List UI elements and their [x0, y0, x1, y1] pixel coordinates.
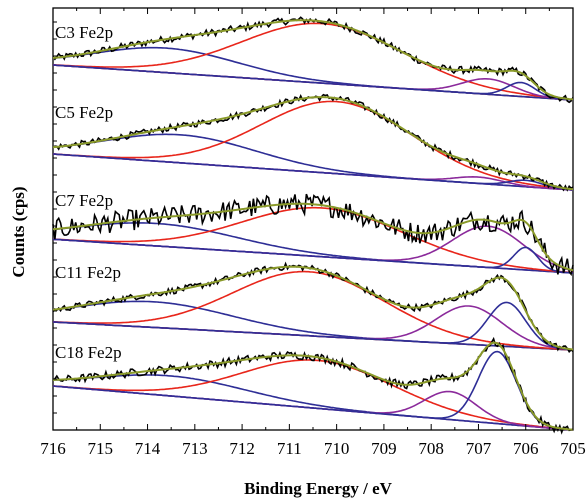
raw-data-line — [52, 336, 574, 435]
x-axis: 716 715 714 713 712 711 710 709 708 707 706 705 — [40, 8, 586, 458]
main_peak-component — [52, 100, 574, 191]
panel-label: C18 Fe2p — [55, 343, 122, 362]
x-tick-label: 711 — [277, 439, 302, 458]
x-tick-label: 712 — [229, 439, 255, 458]
raw-data-line — [52, 261, 574, 353]
fit-envelope-line — [52, 96, 574, 191]
panel-c18-fe2p: C18 Fe2p — [52, 336, 574, 435]
fit-envelope-line — [52, 19, 574, 101]
satellite-component — [52, 153, 574, 191]
panel-label: C5 Fe2p — [55, 103, 113, 122]
x-tick-label: 713 — [182, 439, 208, 458]
panel-label: C7 Fe2p — [55, 191, 113, 210]
panel-label: C11 Fe2p — [55, 263, 121, 282]
fit-envelope-line — [52, 202, 574, 272]
y-axis-title: Counts (cps) — [9, 186, 28, 277]
x-tick-label: 705 — [560, 439, 586, 458]
main_peak-component — [52, 206, 574, 274]
x-tick-label: 716 — [40, 439, 66, 458]
main_peak-component — [52, 22, 574, 101]
satellite-component — [52, 133, 574, 191]
y-axis — [53, 21, 57, 414]
satellite-component — [52, 374, 574, 431]
panel-label: C3 Fe2p — [55, 23, 113, 42]
x-tick-label: 708 — [418, 439, 444, 458]
satellite-component — [52, 64, 574, 101]
x-tick-label: 714 — [135, 439, 161, 458]
panel-c11-fe2p: C11 Fe2p — [52, 261, 574, 353]
panel-c3-fe2p: C3 Fe2p — [52, 16, 574, 104]
fit-envelope-line — [52, 341, 574, 431]
fit-envelope-line — [52, 265, 574, 351]
satellite-component — [52, 301, 574, 351]
satellite-component — [52, 300, 574, 351]
x-tick-label: 707 — [466, 439, 492, 458]
x-tick-label: 715 — [88, 439, 114, 458]
raw-data-line — [52, 193, 574, 277]
x-tick-label: 709 — [371, 439, 397, 458]
main_peak-component — [52, 270, 574, 351]
panel-c7-fe2p: C7 Fe2p — [52, 191, 574, 277]
secondary-component — [52, 225, 574, 272]
x-tick-label: 706 — [513, 439, 539, 458]
x-tick-label: 710 — [324, 439, 350, 458]
panels-layer: C3 Fe2p C5 Fe2p C7 Fe2p C11 Fe2p C18 Fe2p — [52, 16, 574, 435]
satellite-component — [52, 350, 574, 431]
main_peak-component — [52, 359, 574, 431]
satellite-component — [52, 238, 574, 274]
x-axis-title: Binding Energy / eV — [244, 479, 393, 498]
panel-c5-fe2p: C5 Fe2p — [52, 93, 574, 192]
